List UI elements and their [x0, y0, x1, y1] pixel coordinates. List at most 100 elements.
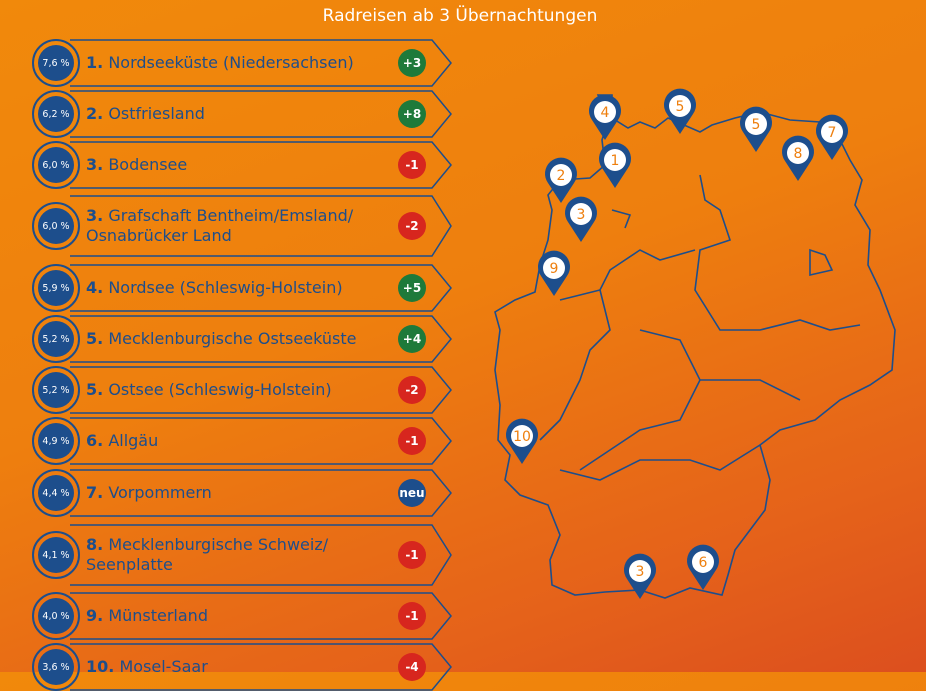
pin-rank: 5 — [676, 99, 685, 115]
map-pin: 1 — [599, 142, 631, 188]
region-label: 6. Allgäu — [86, 431, 382, 451]
ranking-row: 5. Ostsee (Schleswig-Holstein) -2 5,2 % — [32, 366, 452, 414]
share-circle: 6,2 % — [32, 90, 80, 138]
region-label: 3. Grafschaft Bentheim/Emsland/ Osnabrüc… — [86, 206, 382, 246]
share-circle: 5,2 % — [32, 366, 80, 414]
pin-rank: 4 — [601, 105, 610, 121]
state-border — [700, 379, 801, 401]
ranking-row: 2. Ostfriesland +8 6,2 % — [32, 90, 452, 138]
row-banner: 8. Mecklenburgische Schweiz/ Seenplatte … — [66, 524, 452, 586]
share-value: 6,0 % — [38, 147, 74, 183]
row-banner: 9. Münsterland -1 — [66, 592, 452, 640]
change-badge: -1 — [398, 541, 426, 569]
map-pin: 6 — [687, 544, 720, 590]
state-border — [694, 174, 861, 331]
rank: 5. — [86, 329, 104, 348]
map-pin: 5 — [664, 88, 696, 134]
region-name: Nordsee (Schleswig-Holstein) — [108, 278, 343, 297]
change-badge: -2 — [398, 376, 426, 404]
map-pin: 7 — [815, 114, 848, 160]
share-value: 4,1 % — [38, 537, 74, 573]
region-name: Allgäu — [108, 431, 159, 450]
pin-rank: 7 — [828, 125, 837, 141]
region-label: 10. Mosel-Saar — [86, 657, 382, 677]
ranking-row: 7. Vorpommern neu 4,4 % — [32, 469, 452, 517]
map-pin: 3 — [565, 196, 597, 242]
share-circle: 5,2 % — [32, 315, 80, 363]
rank: 9. — [86, 606, 104, 625]
map-pin: 8 — [781, 135, 814, 181]
state-border — [559, 249, 696, 301]
ranking-row: 1. Nordseeküste (Niedersachsen) +3 7,6 % — [32, 39, 452, 87]
region-name: Mosel-Saar — [119, 657, 208, 676]
share-circle: 4,9 % — [32, 417, 80, 465]
region-name: Mecklenburgische Schweiz/ Seenplatte — [86, 535, 329, 574]
row-banner: 2. Ostfriesland +8 — [66, 90, 452, 138]
region-label: 5. Ostsee (Schleswig-Holstein) — [86, 380, 382, 400]
row-banner: 4. Nordsee (Schleswig-Holstein) +5 — [66, 264, 452, 312]
row-banner: 6. Allgäu -1 — [66, 417, 452, 465]
state-border — [559, 444, 761, 481]
region-name: Münsterland — [108, 606, 208, 625]
change-badge: +4 — [398, 325, 426, 353]
rank: 5. — [86, 380, 104, 399]
share-value: 4,9 % — [38, 423, 74, 459]
ranking-row: 9. Münsterland -1 4,0 % — [32, 592, 452, 640]
region-name: Nordseeküste (Niedersachsen) — [108, 53, 354, 72]
rank: 8. — [86, 535, 104, 554]
rank: 3. — [86, 206, 104, 225]
pin-rank: 6 — [699, 555, 708, 571]
map-pin: 3 — [624, 553, 656, 599]
share-circle: 4,1 % — [32, 531, 80, 579]
state-border — [579, 329, 701, 471]
pin-rank: 10 — [513, 429, 531, 445]
share-circle: 7,6 % — [32, 39, 80, 87]
row-banner: 3. Grafschaft Bentheim/Emsland/ Osnabrüc… — [66, 195, 452, 257]
state-border — [539, 289, 611, 441]
row-banner: 5. Mecklenburgische Ostseeküste +4 — [66, 315, 452, 363]
change-badge: -1 — [398, 427, 426, 455]
share-value: 4,0 % — [38, 598, 74, 634]
change-badge: -1 — [398, 602, 426, 630]
region-label: 5. Mecklenburgische Ostseeküste — [86, 329, 382, 349]
share-circle: 6,0 % — [32, 202, 80, 250]
share-value: 6,0 % — [38, 208, 74, 244]
pin-rank: 3 — [636, 564, 645, 580]
rank: 3. — [86, 155, 104, 174]
rank: 2. — [86, 104, 104, 123]
ranking-row: 6. Allgäu -1 4,9 % — [32, 417, 452, 465]
ranking-row: 3. Grafschaft Bentheim/Emsland/ Osnabrüc… — [32, 195, 452, 257]
region-label: 8. Mecklenburgische Schweiz/ Seenplatte — [86, 535, 382, 575]
ranking-row: 3. Bodensee -1 6,0 % — [32, 141, 452, 189]
region-name: Mecklenburgische Ostseeküste — [108, 329, 357, 348]
ranking-row: 8. Mecklenburgische Schweiz/ Seenplatte … — [32, 524, 452, 586]
subtitle: Radreisen ab 3 Übernachtungen — [322, 6, 598, 26]
map-pin: 5 — [740, 106, 772, 152]
pin-rank: 5 — [752, 117, 761, 133]
pin-rank: 2 — [557, 168, 566, 184]
region-name: Grafschaft Bentheim/Emsland/ Osnabrücker… — [86, 206, 354, 245]
row-banner: 7. Vorpommern neu — [66, 469, 452, 517]
change-badge: +8 — [398, 100, 426, 128]
share-value: 7,6 % — [38, 45, 74, 81]
region-label: 9. Münsterland — [86, 606, 382, 626]
share-circle: 4,4 % — [32, 469, 80, 517]
region-label: 2. Ostfriesland — [86, 104, 382, 124]
share-value: 4,4 % — [38, 475, 74, 511]
row-banner: 3. Bodensee -1 — [66, 141, 452, 189]
change-badge: neu — [398, 479, 426, 507]
ranking-row: 4. Nordsee (Schleswig-Holstein) +5 5,9 % — [32, 264, 452, 312]
share-value: 5,9 % — [38, 270, 74, 306]
change-badge: -2 — [398, 212, 426, 240]
pin-rank: 8 — [794, 146, 803, 162]
rank: 4. — [86, 278, 104, 297]
change-badge: +5 — [398, 274, 426, 302]
region-name: Ostfriesland — [108, 104, 205, 123]
share-value: 5,2 % — [38, 321, 74, 357]
share-value: 6,2 % — [38, 96, 74, 132]
region-name: Vorpommern — [108, 483, 212, 502]
share-circle: 4,0 % — [32, 592, 80, 640]
rank: 6. — [86, 431, 104, 450]
rank: 7. — [86, 483, 104, 502]
map-pin: 4 — [589, 94, 621, 140]
